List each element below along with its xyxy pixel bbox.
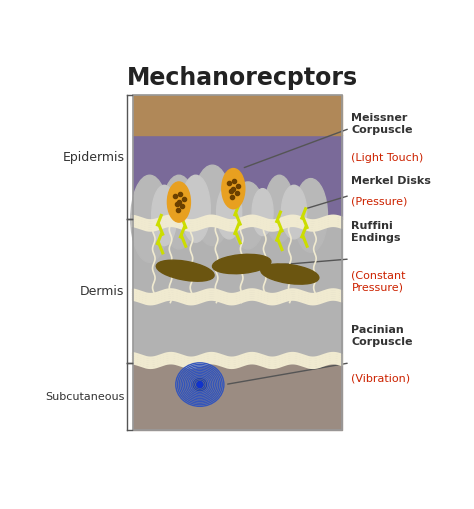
Text: Dermis: Dermis [80,285,124,298]
Text: Subcutaneous: Subcutaneous [45,391,124,402]
Text: (Constant
Pressure): (Constant Pressure) [351,269,406,292]
Ellipse shape [152,186,177,246]
Ellipse shape [162,176,196,249]
Ellipse shape [252,189,273,236]
Text: Pacinian
Corpuscle: Pacinian Corpuscle [351,324,413,347]
Text: (Vibration): (Vibration) [351,373,410,383]
Text: Meissner
Corpuscle: Meissner Corpuscle [351,112,413,135]
Ellipse shape [217,186,242,239]
Ellipse shape [156,261,214,281]
Ellipse shape [282,186,307,239]
Ellipse shape [181,176,210,243]
Ellipse shape [212,255,271,274]
Text: Epidermis: Epidermis [63,151,124,164]
Ellipse shape [222,169,245,209]
Text: (Pressure): (Pressure) [351,196,408,206]
Bar [133,96,342,430]
Ellipse shape [294,179,328,253]
Ellipse shape [231,183,264,249]
Text: Mechanorecptors: Mechanorecptors [128,66,358,90]
Ellipse shape [193,166,231,246]
Ellipse shape [131,176,168,263]
Ellipse shape [197,382,202,388]
Ellipse shape [261,264,319,285]
Ellipse shape [264,176,294,243]
Text: Merkel Disks: Merkel Disks [351,176,431,186]
Ellipse shape [167,183,191,223]
Text: Ruffini
Endings: Ruffini Endings [351,220,401,243]
Text: (Light Touch): (Light Touch) [351,153,424,162]
